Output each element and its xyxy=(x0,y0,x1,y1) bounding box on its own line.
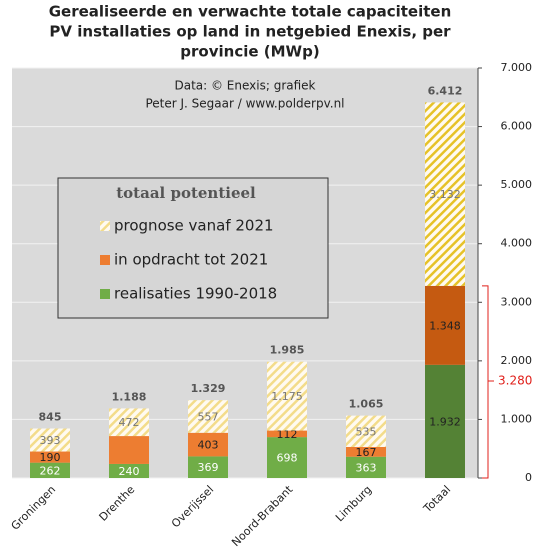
bar-segment xyxy=(30,451,70,463)
value-label: 190 xyxy=(40,451,61,464)
bar-segment xyxy=(425,364,465,478)
x-tick-label: Noord-Brabant xyxy=(229,483,296,550)
total-label: 1.065 xyxy=(349,398,384,411)
value-label: 472 xyxy=(119,416,140,429)
y-tick-label: 0 xyxy=(525,471,532,484)
value-label: 1.932 xyxy=(429,415,461,428)
value-label: 393 xyxy=(40,434,61,447)
bar-segment xyxy=(188,400,228,433)
bar-segment xyxy=(30,428,70,452)
legend-swatch xyxy=(100,255,110,265)
bar-segment xyxy=(267,361,307,431)
x-tick-label: Groningen xyxy=(9,483,59,533)
bar-segment xyxy=(109,408,149,437)
legend-swatch xyxy=(100,289,110,299)
value-label: 535 xyxy=(356,425,377,438)
y-tick-label: 3.000 xyxy=(501,295,533,308)
value-label: 240 xyxy=(119,465,140,478)
chart-title: provincie (MWp) xyxy=(180,43,319,61)
value-label: 557 xyxy=(198,410,219,423)
value-label: 1.175 xyxy=(271,390,303,403)
legend-label: prognose vanaf 2021 xyxy=(114,217,274,235)
value-label: 262 xyxy=(40,464,61,477)
value-label: 363 xyxy=(356,461,377,474)
bar-segment xyxy=(188,456,228,478)
source: Data: © Enexis; grafiek xyxy=(174,79,315,93)
bar-segment xyxy=(425,285,465,365)
total-label: 845 xyxy=(39,411,62,424)
y-tick-label: 1.000 xyxy=(501,412,533,425)
source: Peter J. Segaar / www.polderpv.nl xyxy=(145,97,344,111)
total-label: 6.412 xyxy=(428,84,463,97)
bar-segment xyxy=(109,463,149,478)
chart-title: PV installaties op land in netgebied Ene… xyxy=(49,23,451,41)
bar-segment xyxy=(425,102,465,286)
y-tick-label: 5.000 xyxy=(501,178,533,191)
legend-swatch xyxy=(100,221,110,231)
x-tick-label: Drenthe xyxy=(97,483,138,524)
bar-segment xyxy=(267,430,307,438)
bar-segment xyxy=(267,437,307,478)
bar-segment xyxy=(30,462,70,478)
bar-segment xyxy=(109,436,149,464)
total-label: 1.329 xyxy=(191,382,226,395)
total-label: 1.188 xyxy=(112,390,147,403)
y-tick-label: 7.000 xyxy=(501,61,533,74)
annotation-bracket xyxy=(482,285,489,479)
bar-segment xyxy=(188,432,228,457)
y-tick-label: 6.000 xyxy=(501,120,533,133)
value-label: 369 xyxy=(198,461,219,474)
x-tick-label: Limburg xyxy=(333,483,374,524)
value-label: 167 xyxy=(356,446,377,459)
value-label: 112 xyxy=(277,428,298,441)
bar-segment xyxy=(346,446,386,457)
legend-title: totaal potentieel xyxy=(116,184,256,202)
legend-label: realisaties 1990-2018 xyxy=(114,285,277,303)
annotation-label: 3.280 xyxy=(498,374,532,388)
legend-label: in opdracht tot 2021 xyxy=(114,251,268,269)
chart-title: Gerealiseerde en verwachte totale capaci… xyxy=(49,3,452,21)
bar-segment xyxy=(346,415,386,447)
total-label: 1.985 xyxy=(270,344,305,357)
x-tick-label: Overijssel xyxy=(169,483,216,530)
value-label: 1.348 xyxy=(429,319,461,332)
value-label: 403 xyxy=(198,439,219,452)
bar-segment xyxy=(346,456,386,478)
value-label: 698 xyxy=(277,452,298,465)
y-tick-label: 2.000 xyxy=(501,354,533,367)
y-tick-label: 4.000 xyxy=(501,237,533,250)
value-label: 3.132 xyxy=(429,188,461,201)
x-tick-label: Totaal xyxy=(420,483,453,516)
